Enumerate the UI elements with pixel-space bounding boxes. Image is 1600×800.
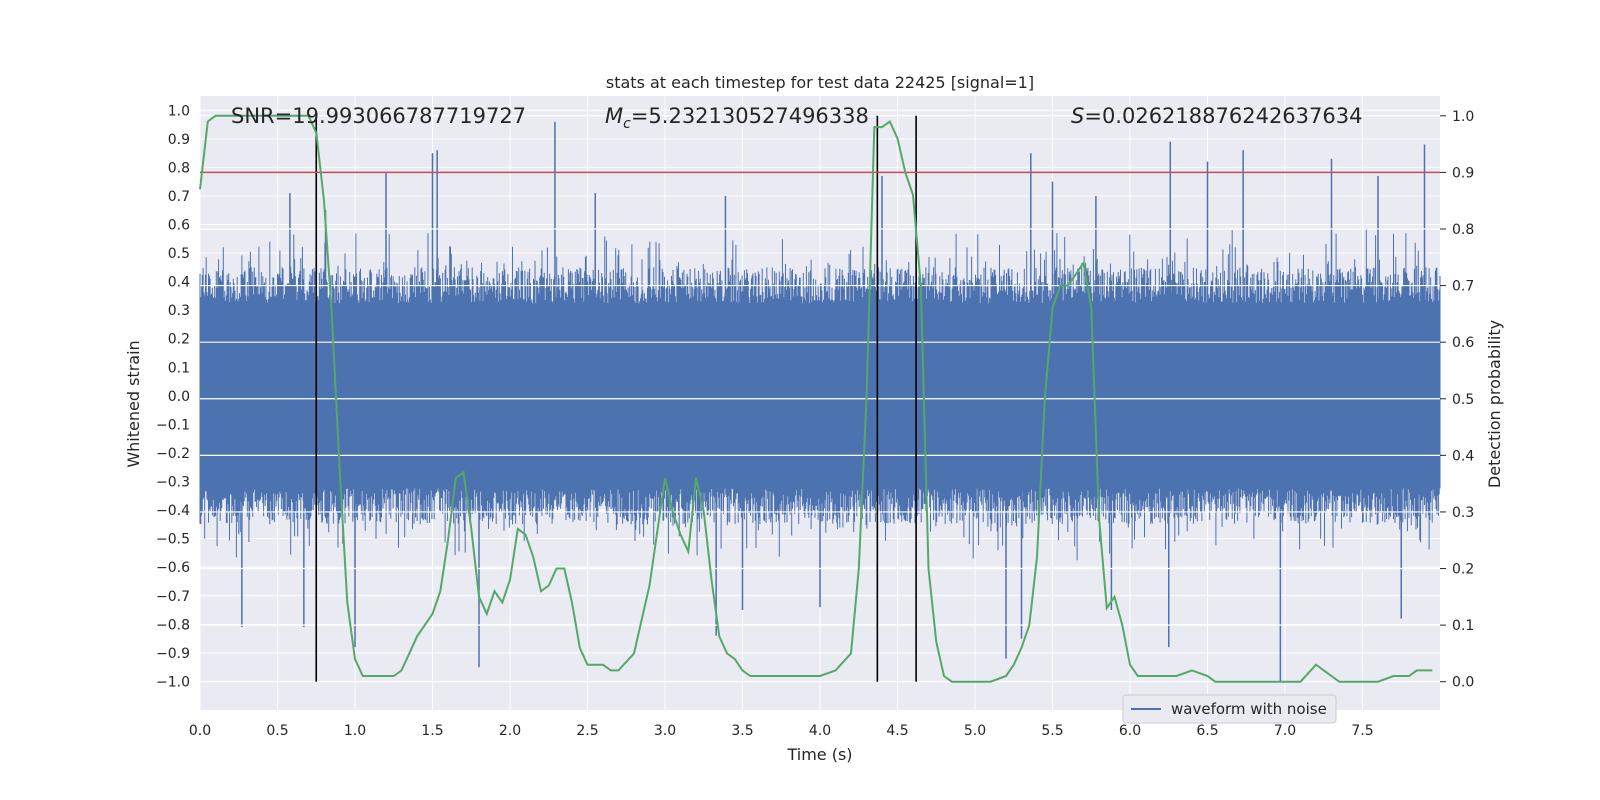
y-tick-label: 0.2 — [168, 332, 190, 348]
x-axis-label: Time (s) — [786, 745, 852, 764]
y-right-tick-label: 0.6 — [1452, 335, 1474, 351]
y-right-tick-label: 0.5 — [1452, 392, 1474, 408]
y-tick-label: −0.3 — [156, 475, 190, 491]
y-tick-label: 0.4 — [168, 275, 190, 291]
legend-box — [1122, 694, 1337, 724]
y-axis-label-right: Detection probability — [1485, 320, 1504, 488]
x-tick-label: 0.5 — [266, 723, 288, 739]
x-tick-label: 1.0 — [344, 723, 366, 739]
y-tick-label: −1.0 — [156, 674, 190, 690]
y-right-tick-label: 0.4 — [1452, 448, 1474, 464]
x-tick-label: 7.5 — [1351, 723, 1373, 739]
y-right-tick-label: 0.7 — [1452, 279, 1474, 295]
x-tick-label: 3.5 — [731, 723, 753, 739]
waveform-series — [199, 121, 1441, 682]
snr-annotation: SNR=19.993066787719727 — [231, 104, 526, 128]
x-tick-label: 6.0 — [1119, 723, 1141, 739]
y-right-tick-label: 0.3 — [1452, 505, 1474, 521]
x-tick-label: 1.5 — [421, 723, 443, 739]
chart-title: stats at each timestep for test data 224… — [606, 73, 1034, 92]
x-tick-label: 3.0 — [654, 723, 676, 739]
right-grid — [200, 115, 1440, 683]
y-tick-label: −0.7 — [156, 589, 190, 605]
x-tick-label: 2.0 — [499, 723, 521, 739]
y-right-tick-label: 1.0 — [1452, 109, 1474, 125]
y-tick-label: 1.0 — [168, 103, 190, 119]
s-value: =0.026218876242637634 — [1084, 104, 1362, 128]
x-tick-label: 7.0 — [1274, 723, 1296, 739]
y-tick-label: −0.8 — [156, 617, 190, 633]
x-tick-label: 4.5 — [886, 723, 908, 739]
x-tick-label: 6.5 — [1196, 723, 1218, 739]
y-right-tick-label: 0.9 — [1452, 165, 1474, 181]
y-tick-label: −0.4 — [156, 503, 190, 519]
y-tick-label: −0.1 — [156, 417, 190, 433]
chirp-mass-symbol: M — [605, 104, 623, 128]
y-tick-label: −0.9 — [156, 646, 190, 662]
y-tick-label: 0.7 — [168, 189, 190, 205]
x-tick-label: 4.0 — [809, 723, 831, 739]
y-tick-label: 0.0 — [168, 389, 190, 405]
chirp-mass-value: =5.232130527496338 — [631, 104, 869, 128]
y-ticks-left: 1.0 0.9 0.8 0.7 0.6 0.5 0.4 0.3 0.2 0.1 0.0 −0.1 −0.… — [156, 103, 190, 690]
y-tick-label: 0.5 — [168, 246, 190, 262]
y-tick-label: 0.8 — [168, 160, 190, 176]
y-tick-label: 0.3 — [168, 303, 190, 319]
legend-label: waveform with noise — [1171, 700, 1327, 718]
y-right-tick-label: 0.1 — [1452, 618, 1474, 634]
y-right-tick-label: 0.0 — [1452, 675, 1474, 691]
x-ticks: 0.0 0.5 1.0 1.5 2.0 2.5 3.0 3.5 4.0 4.5 5.0 5.5 6.0 6… — [189, 723, 1374, 739]
y-tick-label: 0.1 — [168, 360, 190, 376]
y-tick-label: −0.6 — [156, 560, 190, 576]
vertical-markers — [315, 115, 917, 682]
probability-line — [199, 114, 1433, 683]
x-tick-label: 5.5 — [1041, 723, 1063, 739]
legend: waveform with noise — [1122, 694, 1337, 724]
x-tick-label: 5.0 — [964, 723, 986, 739]
y-ticks-right: 1.0 0.9 0.8 0.7 0.6 0.5 0.4 0.3 0.2 0.1 0.0 — [1440, 109, 1474, 691]
s-annotation: S=0.026218876242637634 — [1071, 104, 1362, 128]
y-right-tick-label: 0.2 — [1452, 562, 1474, 578]
chirp-mass-annotation: Mc=5.232130527496338 — [605, 104, 869, 132]
y-tick-label: −0.2 — [156, 446, 190, 462]
y-axis-label: Whitened strain — [124, 340, 143, 467]
chirp-mass-subscript: c — [623, 116, 631, 132]
y-tick-label: 0.6 — [168, 218, 190, 234]
y-tick-label: 0.9 — [168, 132, 190, 148]
s-symbol: S — [1071, 104, 1084, 128]
x-tick-label: 0.0 — [189, 723, 211, 739]
y-tick-label: −0.5 — [156, 532, 190, 548]
y-right-tick-label: 0.8 — [1452, 222, 1474, 238]
x-tick-label: 2.5 — [576, 723, 598, 739]
